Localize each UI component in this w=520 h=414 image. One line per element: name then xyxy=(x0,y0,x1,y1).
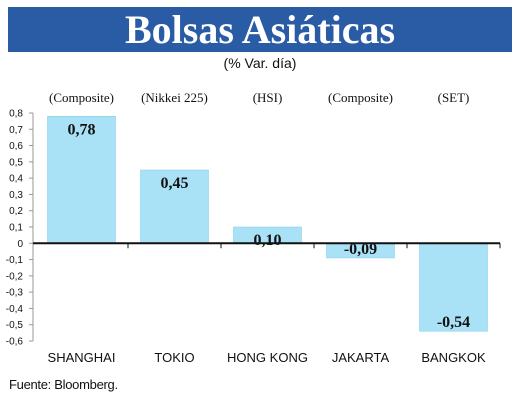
category-label: SHANGHAI xyxy=(48,350,116,365)
y-tick-label: 0,4 xyxy=(9,174,23,185)
y-tick-label: 0,5 xyxy=(9,157,23,168)
y-tick-label: 0,7 xyxy=(9,125,23,136)
category-label: BANGKOK xyxy=(421,350,486,365)
y-tick-label: 0,8 xyxy=(9,109,23,120)
bar xyxy=(140,169,209,244)
source-note: Fuente: Bloomberg. xyxy=(9,377,118,392)
y-tick-label: -0,2 xyxy=(6,271,24,282)
y-tick-label: 0,1 xyxy=(9,223,23,234)
y-tick-label: 0,2 xyxy=(9,206,23,217)
category-label: JAKARTA xyxy=(332,350,390,365)
index-label: (Composite) xyxy=(49,90,114,105)
bar xyxy=(419,243,488,332)
y-tick-label: 0,3 xyxy=(9,190,23,201)
data-label: 0,78 xyxy=(68,121,96,138)
chart-title: Bolsas Asiáticas xyxy=(8,7,512,52)
data-label: -0,09 xyxy=(344,241,377,258)
y-tick-label: -0,4 xyxy=(6,304,24,315)
y-tick-label: -0,6 xyxy=(6,337,24,348)
y-tick-label: -0,1 xyxy=(6,255,24,266)
y-tick-label: -0,5 xyxy=(6,320,24,331)
bar xyxy=(47,116,116,244)
data-label: -0,54 xyxy=(437,314,470,331)
data-label: 0,10 xyxy=(254,232,282,249)
index-label: (SET) xyxy=(438,90,470,105)
index-label: (HSI) xyxy=(253,90,283,105)
y-tick-label: 0 xyxy=(17,239,23,250)
y-tick-label: 0,6 xyxy=(9,141,23,152)
index-label: (Nikkei 225) xyxy=(141,90,208,105)
index-label: (Composite) xyxy=(328,90,393,105)
y-tick-label: -0,3 xyxy=(6,288,24,299)
category-label: TOKIO xyxy=(154,350,194,365)
data-label: 0,45 xyxy=(161,175,189,192)
category-label: HONG KONG xyxy=(227,350,308,365)
chart-subtitle: (% Var. día) xyxy=(223,55,297,71)
